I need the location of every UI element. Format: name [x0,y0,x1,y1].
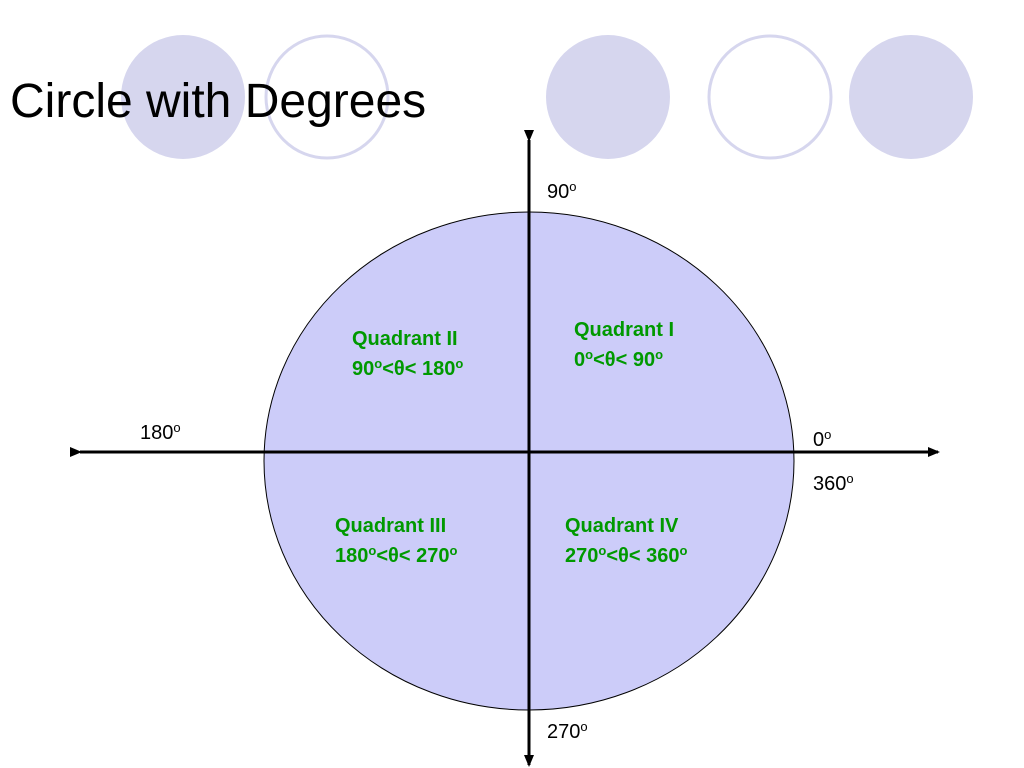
axis-label-0: 0o [813,427,831,451]
page-title: Circle with Degrees [10,75,426,128]
decor-circle-filled-2 [546,35,670,159]
quadrant-4-range: 270o<θ< 360o [565,543,687,567]
quadrant-2-range: 90o<θ< 180o [352,356,463,380]
quadrant-3-range: 180o<θ< 270o [335,543,457,567]
quadrant-labels: Quadrant I 0o<θ< 90o Quadrant II 90o<θ< … [335,319,687,567]
axis-label-90: 90o [547,179,576,203]
decor-circle-filled-3 [849,35,973,159]
quadrant-1-range: 0o<θ< 90o [574,347,663,371]
quadrant-1-name: Quadrant I [574,319,674,341]
decor-circle-outline-2 [707,34,833,160]
axis-label-360: 360o [813,471,854,495]
axis-label-270: 270o [547,719,588,743]
decor-circles [121,34,973,160]
quadrant-4-name: Quadrant IV [565,515,679,537]
decor-circle-outline-1 [264,34,390,160]
quadrant-3-name: Quadrant III [335,515,446,537]
decor-circle-filled-1 [121,35,245,159]
quadrant-2-name: Quadrant II [352,328,458,350]
axis-label-180: 180o [140,420,181,444]
